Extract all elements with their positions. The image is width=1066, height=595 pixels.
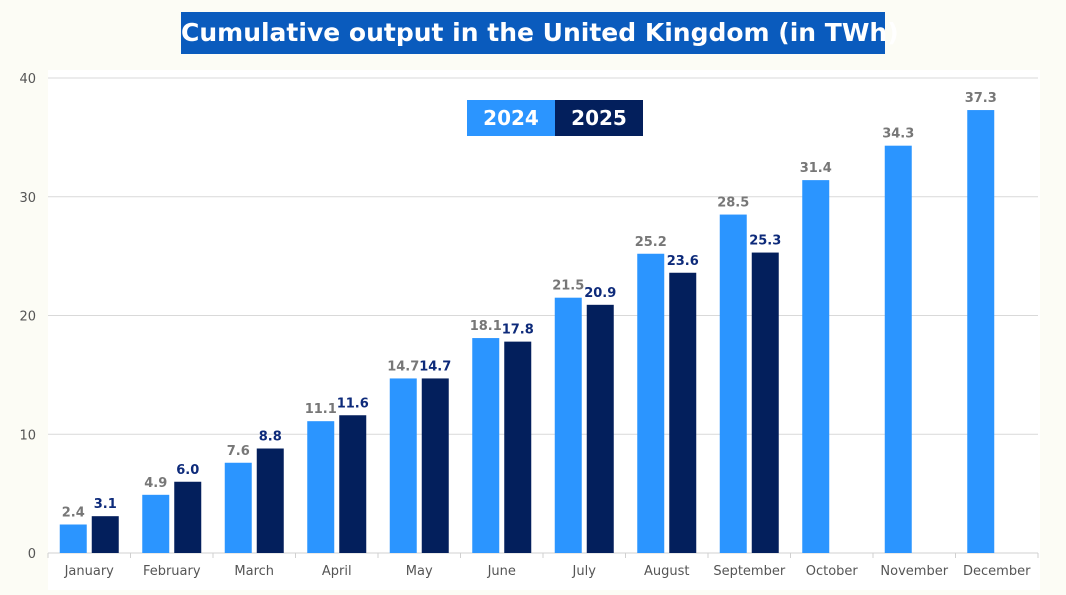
- x-tick-label: September: [713, 564, 786, 579]
- data-label-2024: 4.9: [144, 476, 167, 491]
- data-label-2025: 20.9: [584, 286, 616, 301]
- x-tick-label: February: [143, 564, 201, 579]
- bar-2024: [472, 338, 500, 553]
- x-tick-label: June: [487, 564, 516, 579]
- y-tick-label: 0: [28, 547, 36, 562]
- data-label-2024: 11.1: [305, 402, 337, 417]
- data-label-2025: 11.6: [337, 396, 369, 411]
- data-label-2024: 7.6: [227, 444, 250, 459]
- bar-2024: [307, 421, 335, 553]
- data-label-2024: 31.4: [800, 161, 832, 176]
- bar-2025: [669, 272, 697, 553]
- x-tick-label: January: [64, 564, 115, 579]
- data-label-2024: 34.3: [882, 127, 914, 142]
- data-label-2025: 14.7: [419, 359, 451, 374]
- bar-2024: [884, 145, 912, 553]
- bar-2025: [504, 341, 532, 553]
- data-label-2025: 8.8: [259, 430, 282, 445]
- data-label-2025: 3.1: [94, 497, 117, 512]
- data-label-2024: 14.7: [387, 359, 419, 374]
- x-tick-label: December: [963, 564, 1031, 579]
- bar-2024: [224, 462, 252, 553]
- bar-2024: [637, 253, 665, 553]
- legend-item-2024: 2024: [467, 100, 555, 136]
- bar-2025: [586, 304, 614, 553]
- bar-2025: [751, 252, 779, 553]
- bar-2024: [142, 494, 170, 553]
- bar-2025: [174, 481, 202, 553]
- bars: [59, 110, 995, 553]
- data-label-2024: 37.3: [965, 91, 997, 106]
- data-label-2025: 6.0: [176, 463, 199, 478]
- bar-2024: [59, 524, 87, 553]
- data-label-2024: 21.5: [552, 279, 584, 294]
- data-label-2025: 25.3: [749, 234, 781, 249]
- data-label-2024: 28.5: [717, 196, 749, 211]
- bar-2024: [389, 378, 417, 553]
- bar-2025: [421, 378, 449, 553]
- x-tick-label: May: [406, 564, 433, 579]
- legend-item-2025: 2025: [555, 100, 643, 136]
- bar-2024: [719, 214, 747, 553]
- gridlines: [48, 77, 1038, 554]
- legend: 2024 2025: [467, 100, 643, 136]
- data-labels: 2.4 3.1 4.9 6.0 7.6 8.8 11.1 11.6 14.7 14.7 18.1 17…: [62, 91, 997, 520]
- data-label-2024: 2.4: [62, 506, 85, 521]
- x-tick-label: October: [806, 564, 859, 579]
- y-axis-ticks: 0 10 20 30 40: [19, 72, 36, 562]
- x-tick-label: August: [644, 564, 690, 579]
- data-label-2024: 25.2: [635, 235, 667, 250]
- bar-2024: [967, 110, 995, 553]
- y-tick-label: 10: [19, 428, 36, 443]
- y-tick-label: 40: [19, 72, 36, 87]
- bar-2025: [256, 448, 284, 553]
- bar-2025: [339, 415, 367, 553]
- bar-2024: [802, 180, 830, 553]
- x-tick-label: November: [880, 564, 948, 579]
- plot-background: [48, 70, 1040, 590]
- x-tick-label: March: [234, 564, 274, 579]
- x-tick-label: July: [572, 564, 597, 579]
- y-tick-label: 30: [19, 191, 36, 206]
- bar-2024: [554, 297, 582, 553]
- bar-2025: [91, 516, 119, 553]
- y-tick-label: 20: [19, 310, 36, 325]
- data-label-2025: 17.8: [502, 323, 534, 338]
- chart-title: Cumulative output in the United Kingdom …: [181, 12, 899, 54]
- data-label-2024: 18.1: [470, 319, 502, 334]
- x-tick-label: April: [322, 564, 352, 579]
- data-label-2025: 23.6: [667, 254, 699, 269]
- x-axis-ticks: January February March April May June July Augu…: [47, 553, 1039, 579]
